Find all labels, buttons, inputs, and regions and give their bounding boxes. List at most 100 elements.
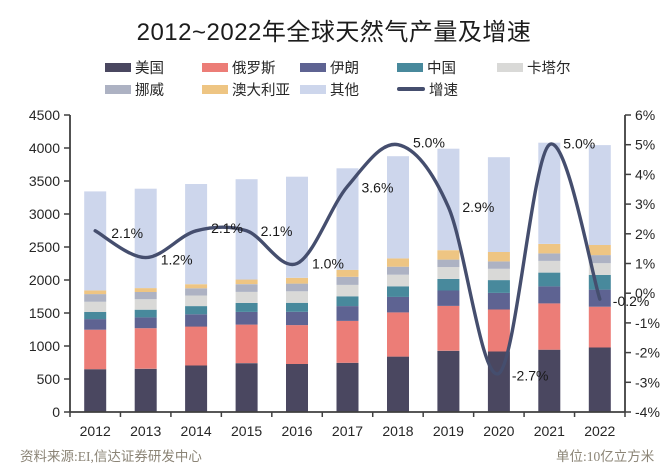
legend-swatch-other bbox=[300, 84, 326, 94]
x-tick-label: 2014 bbox=[181, 423, 212, 439]
bar-segment-qatar-2022 bbox=[588, 263, 611, 275]
growth-data-label: 5.0% bbox=[563, 136, 595, 152]
legend-item-qatar: 卡塔尔 bbox=[497, 59, 571, 77]
bar-segment-china-2012 bbox=[84, 312, 107, 320]
bar-segment-russia-2018 bbox=[387, 312, 409, 357]
y-right-tick-label: 3% bbox=[635, 196, 655, 212]
bar-segment-russia-2014 bbox=[185, 326, 208, 366]
bar-segment-china-2013 bbox=[134, 309, 157, 318]
bar-segment-iran-2019 bbox=[437, 290, 460, 306]
legend-swatch-qatar bbox=[497, 62, 523, 72]
y-left-tick-label: 3000 bbox=[29, 206, 60, 222]
bar-segment-china-2017 bbox=[336, 296, 359, 307]
bar-segment-iran-2015 bbox=[235, 311, 258, 325]
bar-segment-china-2014 bbox=[185, 306, 208, 315]
bar-segment-other-2012 bbox=[84, 191, 107, 291]
bar-segment-usa-2018 bbox=[387, 356, 409, 412]
x-tick-label: 2018 bbox=[382, 423, 413, 439]
y-right-tick-label: 2% bbox=[635, 226, 655, 242]
bar-segment-usa-2013 bbox=[134, 368, 157, 412]
y-right-tick-label: 5% bbox=[635, 137, 655, 153]
bar-segment-qatar-2014 bbox=[185, 295, 208, 307]
x-tick-label: 2022 bbox=[584, 423, 615, 439]
source-note: 资料来源:EI,信达证券研发中心 bbox=[20, 449, 202, 464]
bar-segment-norway-2018 bbox=[387, 266, 409, 275]
legend-item-other: 其他 bbox=[300, 81, 359, 99]
bar-segment-iran-2016 bbox=[286, 311, 308, 326]
bar-segment-norway-2016 bbox=[286, 283, 308, 292]
axes-group: 0 500 1000 1500 2000 2500 3000 3500 4000 4500 -4% -… bbox=[29, 107, 660, 439]
x-tick-label: 2019 bbox=[433, 423, 464, 439]
bar-segment-australia-2020 bbox=[487, 252, 510, 262]
growth-data-label: -2.7% bbox=[512, 367, 549, 383]
y-right-tick-label: 4% bbox=[635, 166, 655, 182]
bar-segment-china-2019 bbox=[437, 278, 460, 291]
bar-segment-qatar-2015 bbox=[235, 291, 258, 303]
legend-label-china: 中国 bbox=[427, 60, 456, 77]
legend-swatch-usa bbox=[105, 62, 131, 72]
bar-segment-usa-2012 bbox=[84, 369, 107, 412]
bar-segment-other-2013 bbox=[134, 188, 157, 289]
growth-data-label: 1.2% bbox=[161, 252, 193, 268]
legend-swatch-china bbox=[397, 62, 423, 72]
bar-segment-australia-2013 bbox=[134, 288, 157, 292]
bar-segment-norway-2022 bbox=[588, 255, 611, 264]
bar-segment-australia-2019 bbox=[437, 250, 460, 260]
bar-segment-iran-2014 bbox=[185, 314, 208, 327]
bar-segment-other-2021 bbox=[538, 142, 561, 244]
legend-label-qatar: 卡塔尔 bbox=[527, 60, 571, 77]
growth-data-label: -0.2% bbox=[613, 293, 650, 309]
bar-segment-australia-2016 bbox=[286, 277, 308, 284]
bar-segment-qatar-2019 bbox=[437, 267, 460, 279]
legend-item-australia: 澳大利亚 bbox=[202, 81, 290, 99]
chart-legend: 美国 俄罗斯 伊朗 中国 卡塔尔 挪威 澳大利亚 其他 增速 bbox=[0, 0, 668, 100]
bar-segment-other-2022 bbox=[588, 145, 611, 245]
legend-swatch-russia bbox=[202, 62, 228, 72]
bar-segment-qatar-2021 bbox=[538, 260, 561, 273]
bar-segment-russia-2021 bbox=[538, 303, 561, 350]
growth-data-label: 5.0% bbox=[413, 135, 445, 151]
y-right-tick-label: -1% bbox=[635, 315, 660, 331]
bar-segment-russia-2017 bbox=[336, 320, 359, 363]
bar-segment-china-2020 bbox=[487, 280, 510, 293]
bar-segment-qatar-2018 bbox=[387, 274, 409, 287]
legend-label-norway: 挪威 bbox=[135, 82, 164, 99]
bar-segment-norway-2020 bbox=[487, 261, 510, 269]
growth-data-label: 1.0% bbox=[312, 256, 344, 272]
bar-segment-qatar-2016 bbox=[286, 291, 308, 303]
bar-segment-qatar-2020 bbox=[487, 268, 510, 281]
bar-segment-norway-2019 bbox=[437, 259, 460, 268]
bar-segment-usa-2014 bbox=[185, 365, 208, 412]
bar-segment-australia-2017 bbox=[336, 269, 359, 277]
y-left-tick-label: 4500 bbox=[29, 107, 60, 123]
bar-segment-australia-2022 bbox=[588, 245, 611, 256]
bar-segment-usa-2015 bbox=[235, 363, 258, 412]
bar-segment-china-2016 bbox=[286, 302, 308, 312]
growth-data-label: 2.9% bbox=[462, 199, 494, 215]
bar-segment-norway-2014 bbox=[185, 288, 208, 296]
bar-segment-norway-2017 bbox=[336, 276, 359, 285]
bar-segment-norway-2021 bbox=[538, 253, 561, 261]
legend-item-usa: 美国 bbox=[105, 59, 164, 77]
y-right-tick-label: 0% bbox=[635, 285, 655, 301]
y-left-tick-label: 2500 bbox=[29, 239, 60, 255]
bar-segment-russia-2020 bbox=[487, 309, 510, 352]
legend-label-usa: 美国 bbox=[135, 60, 164, 77]
y-left-tick-label: 500 bbox=[37, 371, 61, 387]
bar-segment-norway-2013 bbox=[134, 292, 157, 300]
y-right-tick-label: 1% bbox=[635, 256, 655, 272]
legend-label-other: 其他 bbox=[330, 82, 359, 99]
chart-title: 2012~2022年全球天然气产量及增速 bbox=[136, 19, 532, 46]
bar-segment-other-2014 bbox=[185, 184, 208, 285]
bar-segment-russia-2015 bbox=[235, 324, 258, 364]
y-left-tick-label: 1000 bbox=[29, 338, 60, 354]
bar-segment-usa-2016 bbox=[286, 364, 308, 412]
growth-data-label: 2.1% bbox=[261, 223, 293, 239]
bar-segment-china-2015 bbox=[235, 302, 258, 312]
legend-label-australia: 澳大利亚 bbox=[232, 82, 290, 99]
bar-segment-other-2016 bbox=[286, 176, 308, 278]
legend-item-iran: 伊朗 bbox=[300, 59, 359, 77]
growth-line bbox=[93, 142, 602, 376]
